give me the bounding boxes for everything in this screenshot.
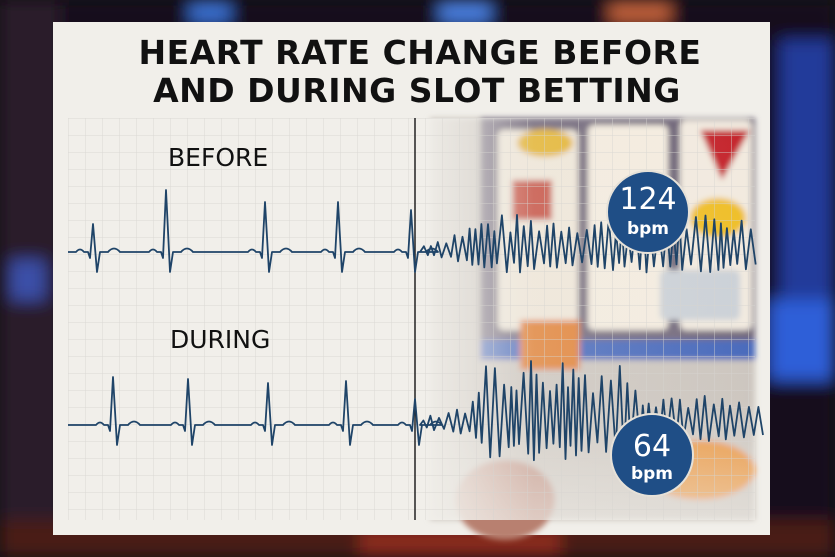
badge-unit: bpm	[627, 219, 669, 239]
badge-value: 124	[619, 182, 676, 217]
ecg-trace	[68, 360, 764, 462]
panel-label: BEFORE	[168, 143, 268, 172]
ecg-trace	[68, 189, 757, 274]
badge: 64 bpm	[610, 413, 694, 497]
title-line: AND DURING SLOT BETTING	[153, 71, 681, 110]
ecg-waves	[68, 189, 764, 462]
title-line: HEART RATE CHANGE BEFORE	[139, 33, 702, 72]
badge-value: 64	[633, 429, 671, 464]
panel-label: DURING	[170, 325, 270, 354]
badge-unit: bpm	[631, 464, 673, 484]
badge: 124 bpm	[606, 170, 690, 254]
